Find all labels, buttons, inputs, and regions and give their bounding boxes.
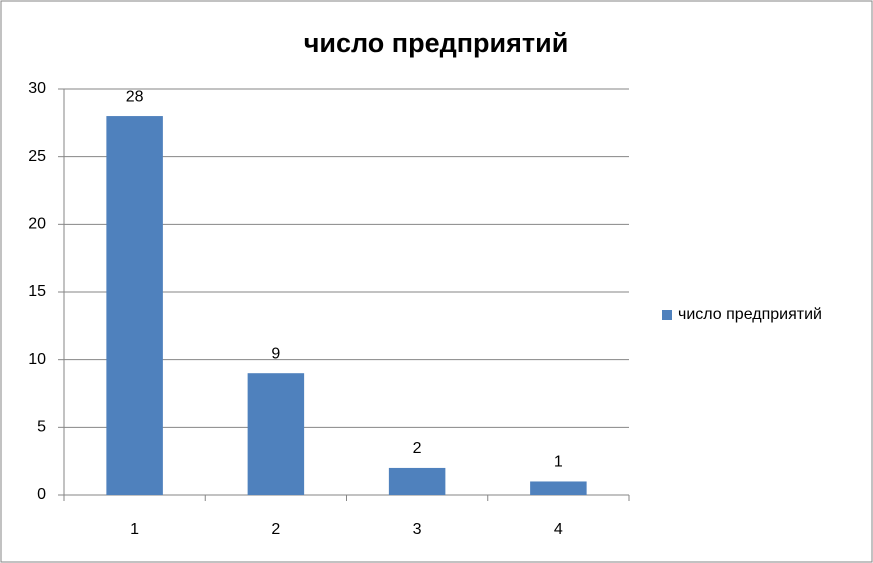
data-label: 2: [413, 440, 422, 457]
bar: [106, 116, 163, 496]
y-tick-label: 15: [28, 283, 46, 300]
bar: [388, 467, 446, 495]
chart-title: число предприятий: [304, 28, 569, 58]
y-tick-label: 0: [37, 486, 46, 503]
y-tick-label: 30: [28, 80, 46, 97]
x-tick-label: 3: [413, 521, 422, 538]
bar: [530, 481, 587, 495]
x-tick-label: 2: [271, 521, 280, 538]
y-tick-label: 10: [28, 351, 46, 368]
data-label: 28: [126, 88, 144, 105]
y-tick-label: 5: [37, 419, 46, 436]
data-label: 1: [554, 454, 563, 471]
legend-label: число предприятий: [678, 306, 822, 323]
bar: [247, 373, 305, 495]
legend-swatch: [662, 310, 672, 320]
x-tick-label: 4: [554, 521, 563, 538]
data-label: 9: [271, 345, 280, 362]
y-tick-label: 20: [28, 216, 46, 233]
y-tick-label: 25: [28, 148, 46, 165]
x-tick-label: 1: [130, 521, 139, 538]
